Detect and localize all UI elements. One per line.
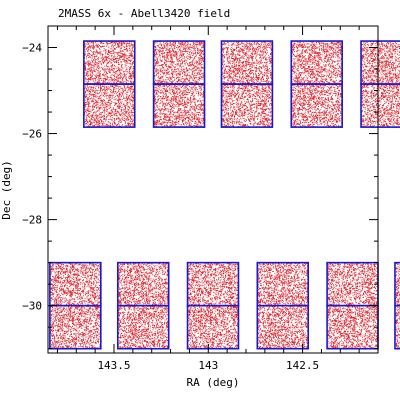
survey-tile-north-5 bbox=[220, 40, 274, 85]
y-axis-label: Dec (deg) bbox=[0, 160, 13, 220]
tile-points bbox=[327, 262, 379, 307]
tile-outline bbox=[152, 83, 206, 128]
x-axis-label: RA (deg) bbox=[187, 376, 240, 389]
survey-tile-north-1 bbox=[83, 40, 136, 85]
tile-points bbox=[50, 262, 102, 307]
y-tick-label: −24 bbox=[22, 42, 42, 55]
survey-tile-north-10 bbox=[360, 83, 400, 128]
survey-tile-south-9 bbox=[326, 261, 379, 307]
x-tick-label: 143.5 bbox=[97, 359, 130, 372]
tile-outline bbox=[394, 261, 400, 307]
tile-points bbox=[117, 262, 170, 307]
y-tick-label: −28 bbox=[22, 214, 42, 227]
tile-points bbox=[117, 305, 170, 350]
chart-title: 2MASS 6x - Abell3420 field bbox=[58, 7, 230, 20]
tile-points bbox=[327, 305, 379, 350]
survey-tile-north-2 bbox=[83, 83, 136, 128]
survey-tile-south-5 bbox=[186, 261, 240, 307]
survey-tile-south-1 bbox=[49, 261, 102, 307]
survey-tile-south-11 bbox=[394, 261, 400, 307]
tile-points bbox=[395, 306, 400, 350]
survey-tile-south-6 bbox=[186, 304, 240, 350]
tile-outline bbox=[116, 304, 170, 350]
tile-points bbox=[257, 262, 310, 307]
tile-outline bbox=[256, 304, 310, 350]
tile-points bbox=[361, 41, 400, 85]
tile-points bbox=[83, 84, 136, 128]
tile-outline bbox=[290, 83, 343, 128]
tile-points bbox=[49, 305, 102, 350]
tile-points bbox=[395, 263, 400, 306]
survey-tile-south-7 bbox=[256, 261, 310, 307]
tile-points bbox=[361, 84, 400, 128]
survey-tile-south-4 bbox=[116, 304, 170, 350]
y-tick-label: −30 bbox=[22, 300, 42, 313]
survey-tile-north-9 bbox=[360, 40, 400, 85]
survey-tile-north-4 bbox=[152, 83, 206, 128]
tile-outline bbox=[360, 83, 400, 128]
survey-tile-north-8 bbox=[290, 83, 343, 128]
plot-frame bbox=[47, 25, 379, 354]
tile-points bbox=[187, 305, 240, 350]
tile-points bbox=[221, 84, 274, 128]
x-tick-label: 142.5 bbox=[286, 359, 319, 372]
survey-tile-south-10 bbox=[326, 304, 379, 350]
x-tick-label: 143 bbox=[198, 359, 218, 372]
survey-tile-south-8 bbox=[256, 304, 310, 350]
tile-points bbox=[257, 305, 310, 350]
y-tick-label: −26 bbox=[22, 128, 42, 141]
tile-points bbox=[83, 41, 136, 85]
survey-tile-south-2 bbox=[49, 304, 102, 350]
tile-points bbox=[153, 41, 206, 85]
survey-tile-north-7 bbox=[290, 40, 344, 85]
tiles-layer bbox=[49, 40, 400, 350]
tile-points bbox=[221, 41, 274, 85]
tile-outline bbox=[220, 83, 274, 128]
tile-outline bbox=[83, 83, 136, 128]
tile-outline bbox=[186, 304, 240, 350]
tile-points bbox=[291, 41, 344, 85]
tile-points bbox=[291, 84, 343, 128]
survey-tile-south-3 bbox=[116, 261, 170, 307]
tile-outline bbox=[394, 304, 400, 350]
tile-points bbox=[153, 84, 206, 128]
survey-tile-south-12 bbox=[394, 304, 400, 350]
survey-tile-north-6 bbox=[220, 83, 274, 128]
survey-tile-north-3 bbox=[152, 40, 206, 85]
tile-points bbox=[187, 262, 240, 307]
ticks-layer: 143.5 143 142.5 −30 −28 −26 −24 bbox=[22, 25, 379, 372]
